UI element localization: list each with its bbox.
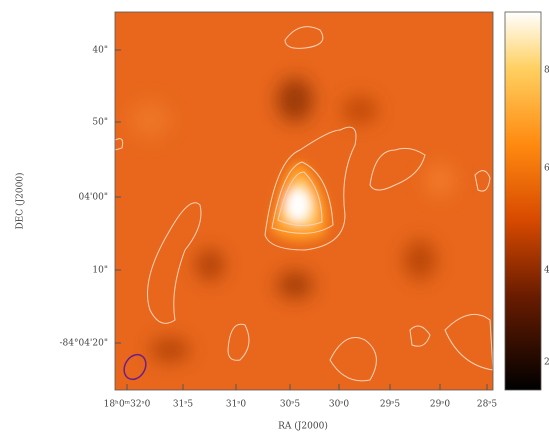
x-tick-label: 18ʰ0ᵐ32ˢ0 bbox=[104, 400, 151, 410]
x-tick-label: 30ˢ0 bbox=[329, 400, 349, 410]
y-tick-label: 10" bbox=[92, 266, 108, 276]
x-tick-label: 29ˢ0 bbox=[430, 400, 450, 410]
colorbar-tick-label: 4 bbox=[544, 266, 549, 276]
y-tick-label: 50" bbox=[92, 118, 108, 128]
y-tick-label: -84°04'20" bbox=[59, 339, 108, 349]
x-axis-label: RA (J2000) bbox=[278, 421, 328, 432]
colorbar-tick-label: 8 bbox=[544, 66, 549, 76]
colorbar-tick-label: 2 bbox=[544, 358, 549, 368]
x-tick-label: 31ˢ5 bbox=[173, 400, 193, 410]
colorbar-tick-label: 6 bbox=[544, 164, 549, 174]
y-tick-label: 04'00" bbox=[78, 193, 108, 203]
x-tick-label: 31ˢ0 bbox=[226, 400, 246, 410]
x-tick-label: 28ˢ5 bbox=[477, 400, 497, 410]
y-axis-label: DEC (J2000) bbox=[15, 172, 26, 229]
x-tick-label: 30ˢ5 bbox=[280, 400, 300, 410]
x-tick-label: 29ˢ5 bbox=[380, 400, 400, 410]
y-tick-label: 40" bbox=[92, 46, 108, 56]
image bbox=[115, 12, 493, 390]
